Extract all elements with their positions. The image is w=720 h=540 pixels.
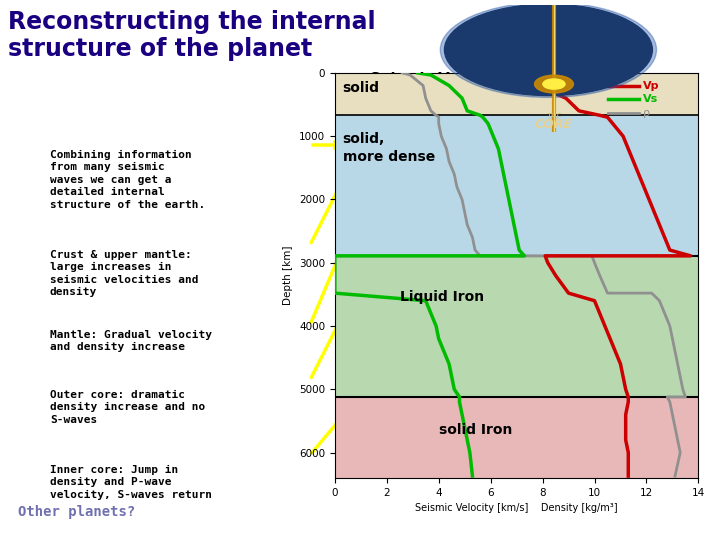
X-axis label: Seismic Velocity [km/s]    Density [kg/m³]: Seismic Velocity [km/s] Density [kg/m³] — [415, 503, 618, 513]
Text: solid Iron: solid Iron — [438, 423, 512, 437]
Text: Outer core: dramatic
density increase and no
S-waves: Outer core: dramatic density increase an… — [50, 390, 205, 425]
Bar — [335, 73, 698, 116]
Ellipse shape — [441, 2, 657, 97]
Circle shape — [543, 79, 565, 89]
Text: Other planets?: Other planets? — [18, 505, 135, 519]
Text: CORE: CORE — [535, 118, 573, 131]
Circle shape — [534, 75, 573, 93]
Text: Vp: Vp — [642, 80, 659, 91]
Ellipse shape — [444, 4, 652, 96]
Text: Combining information
from many seismic
waves we can get a
detailed internal
str: Combining information from many seismic … — [50, 150, 205, 210]
Bar — [335, 116, 698, 256]
Bar — [335, 256, 698, 397]
Text: Inner core: Jump in
density and P-wave
velocity, S-waves return: Inner core: Jump in density and P-wave v… — [50, 465, 212, 500]
Text: Mantle: Gradual velocity
and density increase: Mantle: Gradual velocity and density inc… — [50, 330, 212, 353]
Text: Seismic Velocity and Density: Seismic Velocity and Density — [370, 72, 608, 87]
Text: solid: solid — [343, 81, 379, 95]
Text: Liquid Iron: Liquid Iron — [400, 290, 484, 303]
Text: solid,
more dense: solid, more dense — [343, 132, 435, 165]
Bar — [335, 397, 698, 478]
Y-axis label: Depth [km]: Depth [km] — [284, 246, 293, 305]
Text: Crust & upper mantle:
large increases in
seismic velocities and
density: Crust & upper mantle: large increases in… — [50, 250, 199, 298]
Text: Reconstructing the internal
structure of the planet: Reconstructing the internal structure of… — [8, 10, 376, 61]
Text: THE: THE — [546, 112, 562, 122]
Text: ρ: ρ — [642, 109, 649, 118]
Text: Vs: Vs — [642, 94, 658, 104]
